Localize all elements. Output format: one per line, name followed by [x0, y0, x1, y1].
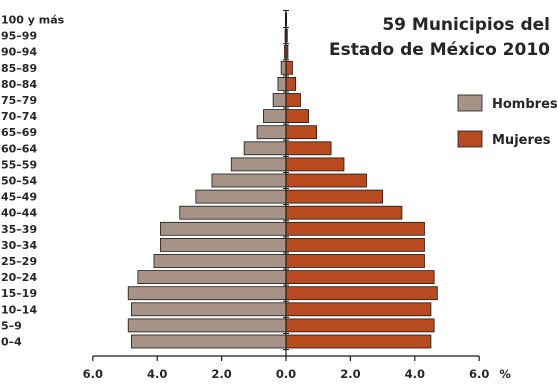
- age-group-label-13: 65–69: [1, 126, 37, 139]
- x-tick-label-1: 4.0: [147, 367, 167, 381]
- legend-label-mujeres: Mujeres: [492, 133, 551, 148]
- age-group-label-15: 75–79: [1, 94, 37, 107]
- bar-hombres-17: [280, 60, 287, 75]
- x-tick-label-3: 0.0: [276, 367, 296, 381]
- bar-mujeres-3: [285, 286, 438, 301]
- bars-group: [127, 12, 438, 349]
- age-group-label-7: 35–39: [1, 223, 37, 236]
- title-line-1: 59 Municipios del: [382, 15, 550, 35]
- x-tick-label-2: 2.0: [211, 367, 231, 381]
- bar-hombres-2: [131, 302, 287, 317]
- bar-mujeres-17: [285, 60, 293, 75]
- x-axis-unit: %: [499, 367, 511, 381]
- bar-mujeres-1: [285, 318, 435, 333]
- bar-hombres-16: [277, 77, 287, 91]
- chart-title: 59 Municipios del Estado de México 2010: [329, 15, 550, 60]
- age-group-label-18: 90–94: [1, 46, 37, 59]
- bar-mujeres-9: [285, 189, 383, 204]
- age-group-label-9: 45–49: [1, 191, 37, 204]
- bar-hombres-11: [230, 157, 287, 172]
- bar-hombres-5: [153, 254, 287, 268]
- age-group-labels: 0–4 5–9 10–14 15–19 20–24 25–29 30–34 35–39 40–4…: [1, 14, 65, 349]
- bar-mujeres-8: [285, 205, 403, 220]
- bar-mujeres-4: [285, 270, 435, 285]
- bar-mujeres-10: [285, 173, 367, 188]
- bar-hombres-15: [272, 93, 287, 107]
- x-tick-label-5: 4.0: [405, 367, 425, 381]
- bar-mujeres-0: [285, 334, 432, 349]
- bar-hombres-13: [256, 125, 287, 140]
- age-group-label-5: 25–29: [1, 255, 37, 268]
- age-group-label-16: 80–84: [1, 78, 37, 91]
- age-group-label-14: 70–74: [1, 110, 37, 123]
- age-group-label-8: 40–44: [1, 207, 37, 220]
- age-group-label-1: 5–9: [1, 319, 22, 332]
- bar-mujeres-13: [285, 125, 317, 140]
- legend: Hombres Mujeres: [457, 94, 558, 148]
- age-group-label-3: 15–19: [1, 287, 37, 300]
- bar-hombres-12: [243, 141, 287, 156]
- age-group-label-20: 100 y más: [1, 14, 65, 27]
- age-group-label-17: 85–89: [1, 62, 37, 75]
- x-tick-label-6: 6.0: [469, 367, 489, 381]
- bar-mujeres-2: [285, 302, 432, 317]
- bar-mujeres-12: [285, 141, 332, 156]
- bar-mujeres-7: [285, 221, 425, 236]
- age-group-label-4: 20–24: [1, 271, 37, 284]
- bar-hombres-1: [127, 318, 287, 333]
- bar-hombres-8: [179, 205, 287, 220]
- title-line-2: Estado de México 2010: [329, 40, 550, 60]
- x-axis: 6.0 4.0 2.0 0.0 2.0 4.0 6.0%: [83, 10, 511, 381]
- bar-hombres-14: [263, 109, 287, 123]
- bar-hombres-3: [127, 286, 287, 301]
- legend-label-hombres: Hombres: [492, 97, 558, 112]
- x-tick-label-0: 6.0: [83, 367, 103, 381]
- age-group-label-12: 60–64: [1, 142, 37, 155]
- bar-hombres-7: [160, 221, 287, 236]
- age-group-label-0: 0–4: [1, 336, 22, 349]
- age-group-label-11: 55–59: [1, 158, 37, 171]
- x-tick-label-4: 2.0: [340, 367, 360, 381]
- bar-mujeres-11: [285, 157, 345, 172]
- age-group-label-10: 50–54: [1, 175, 37, 188]
- bar-hombres-10: [211, 173, 287, 188]
- age-group-label-2: 10–14: [1, 303, 37, 316]
- age-group-label-6: 30–34: [1, 239, 37, 252]
- bar-mujeres-5: [285, 254, 425, 268]
- bar-mujeres-14: [285, 109, 309, 123]
- bar-mujeres-6: [285, 237, 425, 252]
- age-group-label-19: 95–99: [1, 30, 37, 43]
- bar-hombres-4: [137, 270, 287, 285]
- bar-mujeres-16: [285, 77, 297, 91]
- bar-hombres-0: [131, 334, 287, 349]
- bar-hombres-6: [160, 237, 287, 252]
- legend-swatch-hombres: [457, 94, 483, 112]
- bar-mujeres-15: [285, 93, 301, 107]
- legend-swatch-mujeres: [457, 130, 483, 148]
- bar-hombres-9: [195, 189, 287, 204]
